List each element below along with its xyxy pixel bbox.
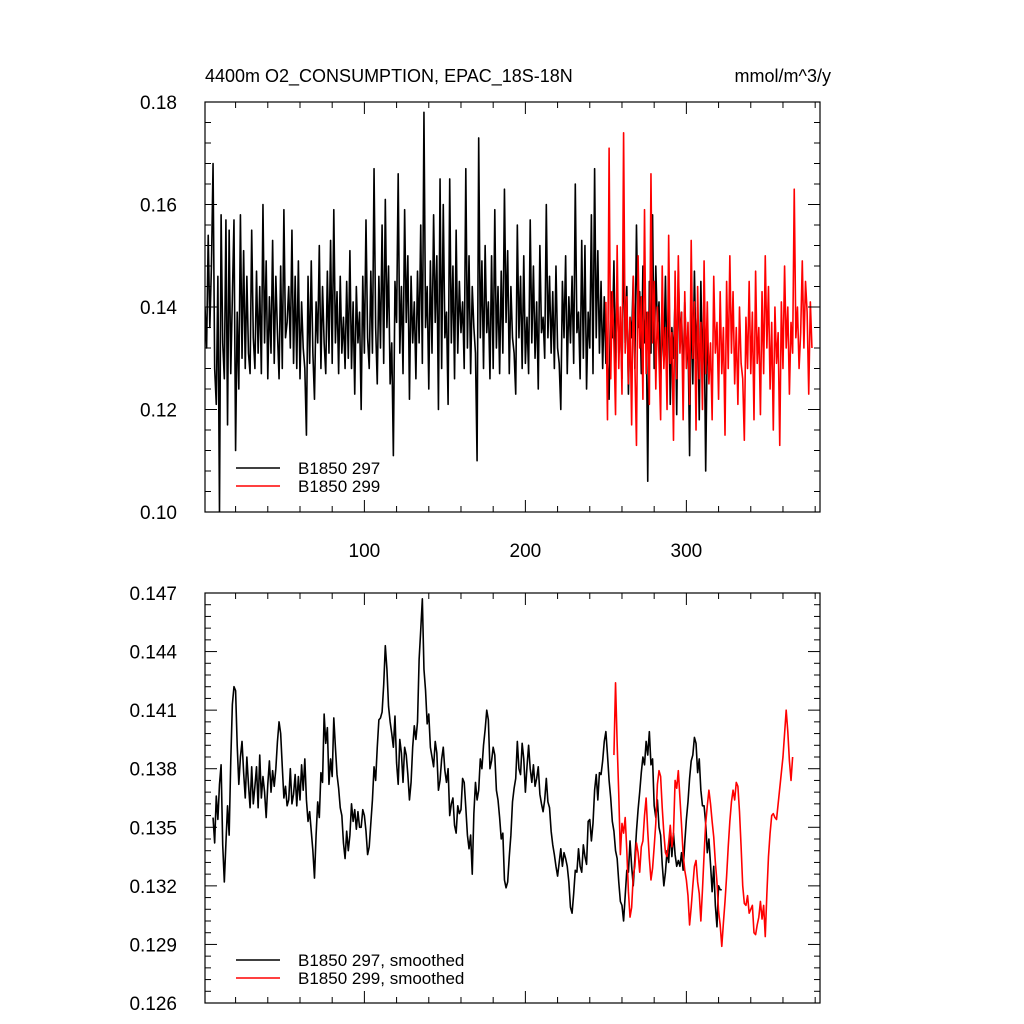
chart-title: 4400m O2_CONSUMPTION, EPAC_18S-18N bbox=[205, 66, 573, 87]
series-line-297 bbox=[212, 598, 722, 928]
legend-label: B1850 299 bbox=[298, 477, 380, 496]
y-tick-label: 0.147 bbox=[129, 584, 177, 605]
y-tick-label: 0.126 bbox=[129, 994, 177, 1015]
top-panel: 0.10 0.12 0.14 0.16 0.18 100 200 300 B1850 297B1… bbox=[140, 93, 821, 562]
y-tick-label: 0.129 bbox=[129, 935, 177, 956]
y-tick-label: 0.132 bbox=[129, 877, 177, 898]
y-tick-label: 0.141 bbox=[129, 701, 177, 722]
y-tick-label: 0.16 bbox=[140, 196, 177, 217]
y-tick-label: 0.135 bbox=[129, 818, 177, 839]
x-tick-label: 100 bbox=[349, 541, 381, 562]
bottom-panel: 0.126 0.129 0.132 0.135 0.138 0.141 0.144 0.147… bbox=[129, 584, 821, 1015]
y-tick-label: 0.144 bbox=[129, 643, 177, 664]
y-tick-label: 0.10 bbox=[140, 503, 177, 524]
y-tick-label: 0.18 bbox=[140, 93, 177, 114]
x-tick-label: 200 bbox=[510, 541, 542, 562]
legend-label: B1850 297, smoothed bbox=[298, 951, 464, 970]
legend-label: B1850 299, smoothed bbox=[298, 969, 464, 988]
y-tick-label: 0.138 bbox=[129, 760, 177, 781]
y-tick-label: 0.12 bbox=[140, 401, 177, 422]
plot-frame bbox=[204, 592, 821, 1004]
x-tick-label: 300 bbox=[671, 541, 703, 562]
y-tick-label: 0.14 bbox=[140, 298, 177, 319]
series-line-299 bbox=[613, 682, 794, 948]
legend-label: B1850 297 bbox=[298, 459, 380, 478]
series-line-299 bbox=[605, 131, 813, 447]
chart-units: mmol/m^3/y bbox=[735, 66, 831, 86]
